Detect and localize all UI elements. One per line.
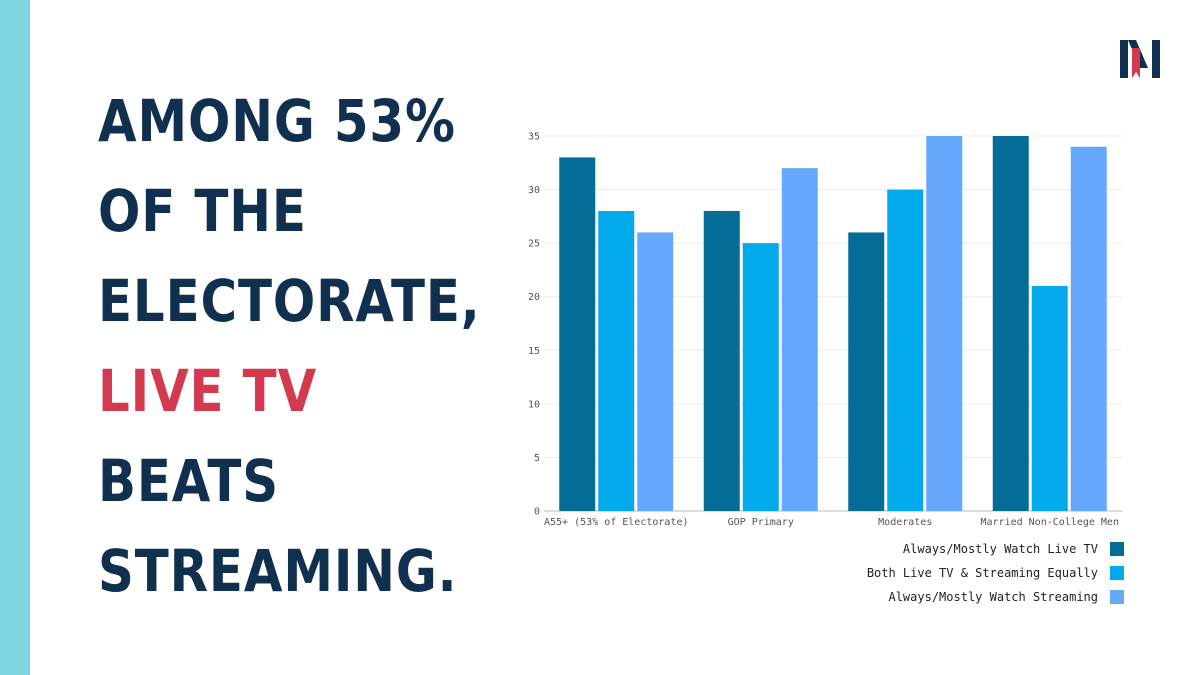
bar — [1070, 146, 1107, 511]
legend-label: Both Live TV & Streaming Equally — [866, 566, 1098, 580]
logo-left-bar — [1120, 40, 1128, 78]
headline-line: LIVE TV — [98, 357, 318, 425]
legend-item: Always/Mostly Watch Live TV — [903, 542, 1124, 556]
headline: AMONG 53% OF THE ELECTORATE, LIVE TV BEATS ST… — [98, 76, 518, 616]
x-tick-label: A55+ (53% of Electorate) — [544, 517, 689, 528]
x-tick-label: GOP Primary — [728, 517, 794, 528]
x-tick-label: Married Non-College Men — [981, 517, 1119, 528]
y-tick-label: 10 — [528, 399, 540, 410]
y-tick-label: 35 — [528, 132, 540, 143]
x-axis-ticks: A55+ (53% of Electorate) GOP Primary Moder… — [544, 517, 1119, 528]
y-tick-label: 5 — [534, 453, 540, 464]
legend-swatch — [1110, 542, 1124, 556]
headline-line: ELECTORATE, — [98, 267, 481, 335]
bar — [992, 136, 1029, 511]
nm-monogram-icon — [1120, 40, 1160, 78]
logo-right-bar — [1152, 40, 1160, 78]
y-tick-label: 30 — [528, 185, 540, 196]
bars — [559, 136, 1107, 512]
y-axis-ticks: 0 5 10 15 20 25 30 35 — [528, 132, 540, 518]
y-tick-label: 15 — [528, 346, 540, 357]
legend-label: Always/Mostly Watch Live TV — [902, 542, 1098, 556]
bar — [703, 211, 740, 511]
headline-line: BEATS — [98, 447, 280, 515]
bar — [598, 211, 635, 511]
headline-line: OF THE — [98, 177, 307, 245]
y-tick-label: 20 — [528, 292, 540, 303]
legend-swatch — [1110, 590, 1124, 604]
bar — [926, 136, 963, 511]
headline-line: AMONG 53% — [98, 87, 456, 155]
x-tick-label: Moderates — [878, 517, 932, 528]
bar — [559, 157, 596, 511]
legend-item: Both Live TV & Streaming Equally — [867, 566, 1124, 580]
y-tick-label: 25 — [528, 239, 540, 250]
bar — [742, 243, 779, 511]
logo-red-ribbon — [1132, 48, 1140, 78]
y-tick-label: 0 — [534, 507, 540, 518]
bar — [887, 189, 924, 512]
bar — [1031, 286, 1068, 511]
legend-label: Always/Mostly Watch Streaming — [888, 590, 1098, 604]
bar — [781, 168, 818, 511]
headline-line: STREAMING. — [98, 537, 458, 605]
legend-item: Always/Mostly Watch Streaming — [888, 590, 1124, 604]
legend-swatch — [1110, 566, 1124, 580]
bar — [637, 232, 674, 511]
bar-chart: 0 5 10 15 20 25 30 35 A55+ (53% of Electorate) G… — [528, 132, 1122, 528]
bar — [848, 232, 885, 511]
left-accent-stripe — [0, 0, 30, 675]
legend: Always/Mostly Watch Live TV Both Live TV … — [867, 542, 1124, 604]
